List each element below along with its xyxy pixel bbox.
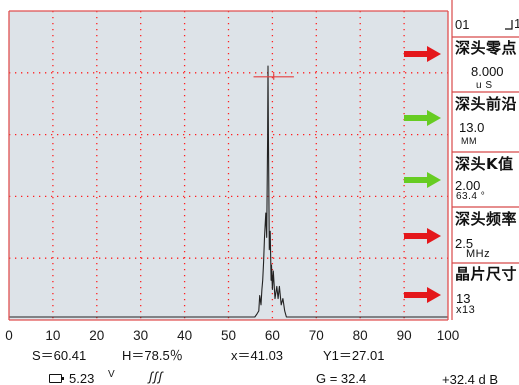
menu-item-value: 2.00 bbox=[455, 178, 481, 193]
menu-item-value: 2.5 bbox=[455, 236, 474, 251]
battery-unit: V bbox=[108, 369, 115, 380]
menu-item-unit: u S bbox=[476, 80, 493, 91]
menu-item-probe-frequency[interactable]: 深头频率 2.5 MHz bbox=[452, 208, 519, 263]
x-tick-label: 30 bbox=[133, 328, 148, 343]
depth-readout: Y1＝27.01 bbox=[323, 348, 385, 363]
gate-layer bbox=[253, 73, 294, 80]
battery-voltage: 5.23 bbox=[69, 371, 95, 385]
x-tick-label: 60 bbox=[265, 328, 280, 343]
menu-item-unit: 63.4 ° bbox=[456, 191, 486, 202]
menu-item-value: 13.0 bbox=[459, 120, 485, 135]
x-tick-label: 70 bbox=[309, 328, 324, 343]
menu-item-title: 深头零点 bbox=[455, 39, 518, 57]
arrow-right-icon bbox=[404, 287, 441, 303]
amplitude-readout: H＝78.5％ bbox=[122, 348, 183, 363]
x-tick-label: 0 bbox=[5, 328, 13, 343]
menu-item-unit: MM bbox=[461, 136, 477, 146]
horizontal-distance-readout: x＝41.03 bbox=[231, 348, 284, 363]
x-tick-label: 20 bbox=[89, 328, 104, 343]
x-tick-label: 80 bbox=[353, 328, 368, 343]
corner-bracket-icon bbox=[505, 20, 513, 30]
menu-item-value: 8.000 bbox=[471, 64, 504, 79]
x-tick-label: 90 bbox=[397, 328, 412, 343]
arrow-right-icon bbox=[404, 110, 441, 126]
menu-item-title: 深头前沿 bbox=[455, 95, 518, 113]
x-axis-ticks: 0 10 20 30 40 50 60 70 80 90 100 bbox=[5, 328, 459, 343]
channel-number: 01 bbox=[455, 17, 470, 32]
x-tick-label: 10 bbox=[45, 328, 60, 343]
arrow-right-icon bbox=[404, 172, 441, 188]
menu-item-probe-front[interactable]: 深头前沿 13.0 MM bbox=[452, 93, 519, 152]
x-tick-label: 50 bbox=[221, 328, 236, 343]
gain-readout: G = 32.4 bbox=[316, 371, 367, 385]
menu-item-title: 深头频率 bbox=[455, 210, 518, 228]
echo-trace-line bbox=[9, 65, 448, 318]
menu-item-value: 13 bbox=[456, 291, 471, 306]
menu-item-probe-k-value[interactable]: 深头K值 2.00 63.4 ° bbox=[452, 153, 519, 207]
menu-item-probe-zero[interactable]: 深头零点 8.000 u S bbox=[452, 38, 519, 92]
plot-background bbox=[9, 11, 448, 320]
grid-lines bbox=[9, 11, 448, 320]
gain-db-readout: +32.4 d B bbox=[442, 372, 499, 385]
x-tick-label: 40 bbox=[177, 328, 192, 343]
menu-arrows bbox=[404, 46, 441, 303]
menu-item-title: 深头K值 bbox=[455, 155, 514, 173]
arrow-right-icon bbox=[404, 228, 441, 244]
pulse-train-icon: ʃʃʃ bbox=[149, 369, 164, 384]
battery-icon bbox=[49, 374, 64, 383]
menu-item-unit: MHz bbox=[466, 248, 491, 260]
x-tick-label: 100 bbox=[437, 328, 460, 343]
menu-item-title: 晶片尺寸 bbox=[455, 265, 518, 283]
trace-layer bbox=[9, 65, 448, 318]
sound-path-readout: S＝60.41 bbox=[32, 348, 87, 363]
menu-item-crystal-size[interactable]: 晶片尺寸 13 x13 bbox=[452, 264, 519, 320]
arrow-right-icon bbox=[404, 46, 441, 62]
menu-item-unit: x13 bbox=[456, 304, 476, 316]
corner-label: 1 bbox=[514, 16, 519, 31]
